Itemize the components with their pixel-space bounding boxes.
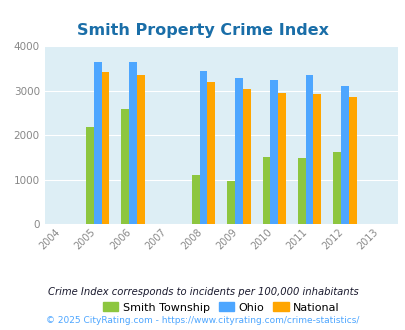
Bar xyxy=(101,72,109,224)
Bar xyxy=(270,80,277,224)
Bar xyxy=(234,78,242,224)
Bar xyxy=(121,110,129,224)
Text: Crime Index corresponds to incidents per 100,000 inhabitants: Crime Index corresponds to incidents per… xyxy=(47,287,358,297)
Text: Smith Property Crime Index: Smith Property Crime Index xyxy=(77,23,328,38)
Bar xyxy=(305,75,313,224)
Bar xyxy=(136,75,144,224)
Bar xyxy=(277,93,285,224)
Bar xyxy=(227,181,234,224)
Bar xyxy=(262,157,270,224)
Bar xyxy=(199,71,207,224)
Bar xyxy=(348,97,356,224)
Bar xyxy=(340,86,348,224)
Bar xyxy=(313,94,320,224)
Bar xyxy=(86,127,94,224)
Bar xyxy=(242,89,250,224)
Legend: Smith Township, Ohio, National: Smith Township, Ohio, National xyxy=(98,298,343,317)
Text: © 2025 CityRating.com - https://www.cityrating.com/crime-statistics/: © 2025 CityRating.com - https://www.city… xyxy=(46,315,359,325)
Bar xyxy=(207,82,215,224)
Bar xyxy=(297,158,305,224)
Bar xyxy=(192,175,199,224)
Bar xyxy=(129,62,136,224)
Bar xyxy=(94,62,101,224)
Bar xyxy=(333,152,340,224)
